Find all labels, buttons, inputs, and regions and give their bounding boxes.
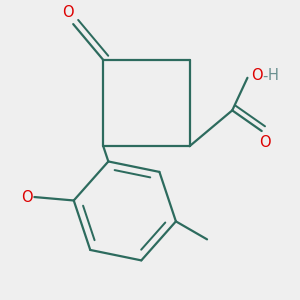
Text: O: O bbox=[260, 135, 271, 150]
Text: O: O bbox=[62, 5, 74, 20]
Text: O: O bbox=[251, 68, 263, 83]
Text: -: - bbox=[262, 68, 267, 83]
Text: H: H bbox=[267, 68, 278, 83]
Text: O: O bbox=[21, 190, 33, 205]
